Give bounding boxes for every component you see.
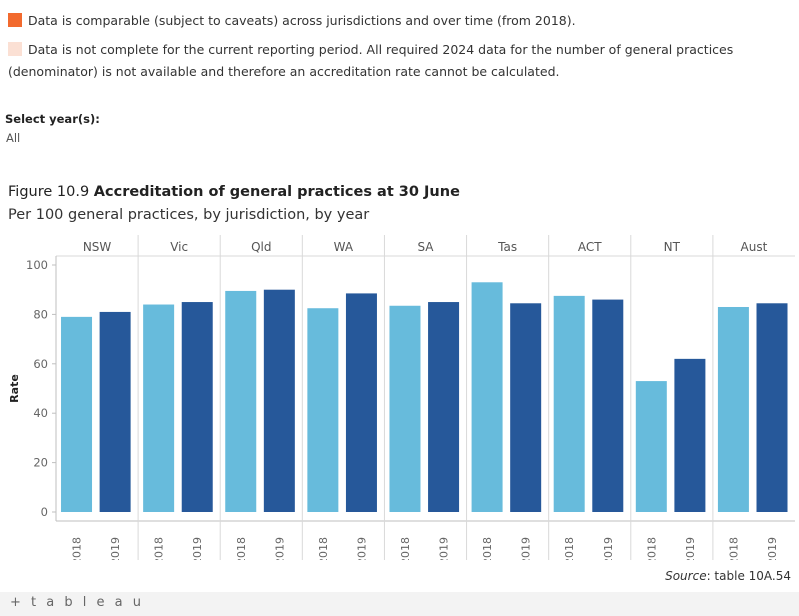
bar-act-2019	[592, 299, 624, 512]
x-tick-label-year: 2018	[563, 537, 576, 560]
year-filter-label: Select year(s):	[5, 112, 100, 126]
y-tick-label: 80	[33, 307, 48, 321]
x-tick-label-year: 2019	[109, 537, 122, 560]
bar-wa-2019	[345, 293, 377, 512]
tableau-logo[interactable]: + t a b l e a u	[10, 595, 144, 610]
x-tick-label-year: 2019	[602, 537, 615, 560]
category-header-label: Qld	[251, 240, 271, 254]
legend-text-comparable: Data is comparable (subject to caveats) …	[28, 13, 576, 28]
bar-aust-2019	[756, 303, 788, 512]
x-tick-label-year: 2018	[317, 537, 330, 560]
legend-text-incomplete: Data is not complete for the current rep…	[8, 42, 734, 79]
source-note: Source: table 10A.54	[665, 569, 791, 583]
category-header-label: SA	[417, 240, 434, 254]
figure-subtitle: Per 100 general practices, by jurisdicti…	[8, 207, 370, 223]
bar-aust-2018	[717, 306, 749, 512]
y-tick-label: 40	[33, 406, 48, 420]
bar-sa-2019	[428, 302, 460, 512]
x-tick-label-year: 2019	[355, 537, 368, 560]
category-header-label: WA	[334, 240, 354, 254]
x-tick-label-year: 2019	[273, 537, 286, 560]
x-tick-label-year: 2018	[71, 537, 84, 560]
y-tick-label: 0	[41, 505, 48, 519]
bar-act-2018	[553, 295, 585, 512]
year-filter-dropdown[interactable]: All	[6, 131, 21, 145]
bar-nsw-2018	[61, 316, 93, 512]
bar-tas-2019	[510, 303, 542, 512]
bar-tas-2018	[471, 282, 503, 512]
legend-item-comparable: Data is comparable (subject to caveats) …	[8, 10, 576, 32]
x-tick-label-year: 2018	[645, 537, 658, 560]
x-tick-label-year: 2019	[520, 537, 533, 560]
bar-vic-2018	[143, 304, 175, 512]
x-tick-label-year: 2019	[684, 537, 697, 560]
category-header-label: Aust	[741, 240, 768, 254]
y-tick-label: 100	[26, 258, 48, 272]
figure-number: Figure 10.9	[8, 184, 90, 200]
legend-swatch-comparable	[8, 13, 22, 27]
category-header-label: Vic	[170, 240, 188, 254]
y-axis-label: Rate	[8, 374, 21, 403]
category-header-label: Tas	[497, 240, 517, 254]
x-tick-label-year: 2018	[153, 537, 166, 560]
tableau-footer: + t a b l e a u	[0, 592, 799, 616]
source-label: Source	[665, 569, 707, 583]
figure-title: Figure 10.9 Accreditation of general pra…	[8, 184, 460, 200]
x-tick-label-year: 2018	[399, 537, 412, 560]
bar-nt-2018	[635, 381, 667, 512]
legend-item-incomplete: Data is not complete for the current rep…	[8, 39, 788, 83]
y-tick-label: 20	[33, 456, 48, 470]
x-tick-label-year: 2018	[235, 537, 248, 560]
x-tick-label-year: 2019	[191, 537, 204, 560]
bar-chart: 0 20 40 60 80 100 Rate NSW 2018 2019 Vic 2018 2019 Ql…	[8, 235, 795, 560]
x-tick-label-year: 2018	[481, 537, 494, 560]
x-tick-label-year: 2018	[727, 537, 740, 560]
category-header-label: ACT	[578, 240, 602, 254]
figure-title-text: Accreditation of general practices at 30…	[93, 184, 460, 200]
bar-wa-2018	[307, 308, 339, 512]
source-text: : table 10A.54	[706, 569, 791, 583]
bar-sa-2018	[389, 305, 421, 512]
category-header-label: NSW	[83, 240, 112, 254]
bar-qld-2018	[225, 290, 257, 512]
legend-swatch-incomplete	[8, 42, 22, 56]
x-tick-label-year: 2019	[766, 537, 779, 560]
bar-nsw-2019	[99, 311, 131, 512]
category-header-label: NT	[664, 240, 681, 254]
bar-nt-2019	[674, 358, 706, 512]
x-tick-label-year: 2019	[438, 537, 451, 560]
y-tick-label: 60	[33, 357, 48, 371]
bar-vic-2019	[181, 302, 213, 512]
bar-qld-2019	[263, 289, 295, 512]
